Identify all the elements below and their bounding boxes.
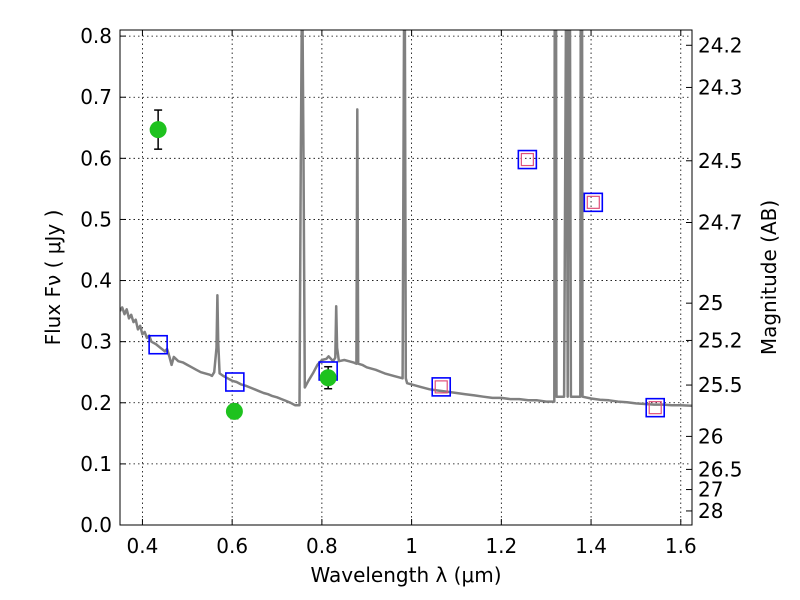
plot-frame: [119, 29, 693, 526]
observed-photometry-point: [225, 402, 243, 420]
magnitude-tick-label: 25: [698, 291, 723, 315]
x-tick-label: 0.6: [216, 534, 248, 558]
observed-photometry-layer: [149, 109, 337, 420]
x-tick-label: 1: [405, 534, 418, 558]
model-photometry-layer: [148, 149, 666, 418]
grid-layer: [120, 30, 692, 526]
model-photometry-square: [225, 372, 245, 392]
x-tick-label: 0.8: [306, 534, 338, 558]
model-photometry-inner-layer: [434, 152, 662, 415]
magnitude-tick-label: 24.2: [698, 33, 743, 57]
x-axis-ticks: 0.4 0.6 0.8 1 1.2 1.4 1.6: [127, 30, 697, 558]
y-tick-label: 0.4: [80, 269, 112, 293]
model-photometry-square: [148, 334, 168, 355]
x-tick-label: 1.6: [665, 534, 697, 558]
y-tick-label: 0.1: [80, 452, 112, 476]
x-axis-label: Wavelength λ (μm): [310, 563, 501, 587]
y-tick-label: 0.3: [80, 330, 112, 354]
model-photometry-square: [645, 397, 666, 418]
observed-photometry-point: [149, 121, 167, 139]
model-photometry-inner-square: [648, 401, 662, 415]
model-photometry-square: [583, 192, 604, 213]
magnitude-tick-label: 26.5: [698, 457, 743, 481]
magnitude-tick-label: 24.7: [698, 211, 743, 235]
y-axis-ticks: 0.0 0.1 0.2 0.3 0.4 0.5 0.6 0.7 0.8: [80, 24, 126, 537]
magnitude-tick-label: 24.3: [698, 75, 743, 99]
model-photometry-inner-square: [520, 152, 534, 167]
y-tick-label: 0.2: [80, 391, 112, 415]
magnitude-tick-label: 27: [698, 478, 723, 502]
model-photometry-inner-square: [586, 195, 600, 209]
y-tick-label: 0.5: [80, 207, 112, 231]
x-tick-label: 1.4: [575, 534, 607, 558]
magnitude-tick-label: 26: [698, 424, 723, 448]
y-tick-label: 0.6: [80, 146, 112, 170]
magnitude-tick-label: 24.5: [698, 149, 743, 173]
y-tick-label: 0.8: [80, 24, 112, 48]
model-photometry-inner-square: [434, 380, 448, 394]
model-photometry-square: [517, 149, 538, 170]
magnitude-tick-label: 25.2: [698, 328, 743, 352]
model-spectrum-layer: [120, 30, 692, 408]
y-tick-label: 0.0: [80, 513, 112, 537]
observed-photometry-point: [319, 369, 337, 387]
y-tick-label: 0.7: [80, 85, 112, 109]
y-axis-label: Flux Fν ( μJy ): [41, 210, 65, 346]
magnitude-axis-label: Magnitude (AB): [757, 200, 781, 355]
magnitude-tick-label: 25.5: [698, 373, 743, 397]
x-tick-label: 1.2: [485, 534, 517, 558]
x-tick-label: 0.4: [127, 534, 159, 558]
magnitude-tick-label: 28: [698, 499, 723, 523]
model-photometry-square: [431, 377, 452, 397]
model-spectrum-line: [120, 30, 692, 408]
